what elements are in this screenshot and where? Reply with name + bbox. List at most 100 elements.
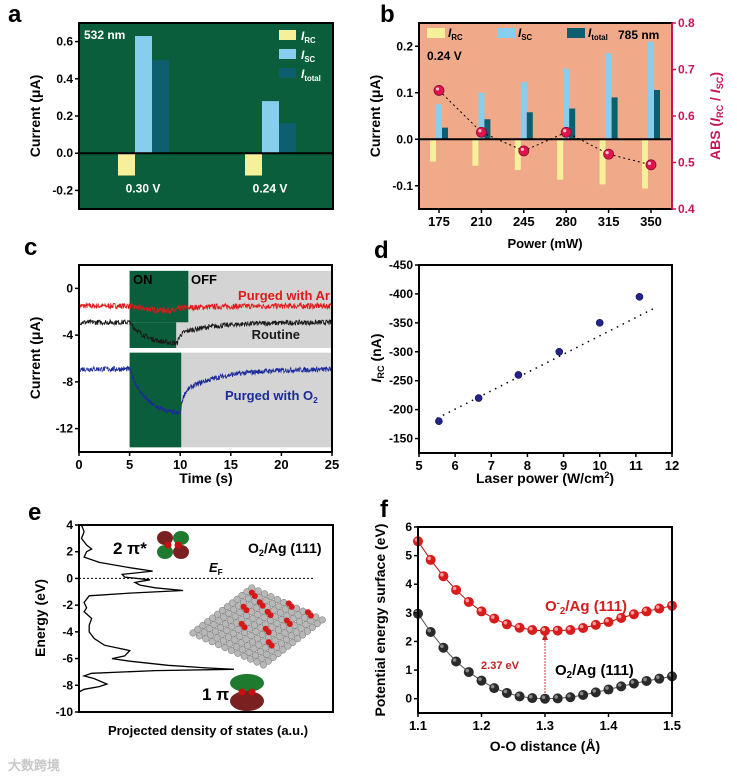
e-ag-atom <box>231 612 239 620</box>
e-orbital-2pi-lobe <box>173 545 189 559</box>
e-ag-atom <box>244 594 252 602</box>
f-series-label-anion: O-2/Ag (111) <box>545 598 627 617</box>
e-ag-atom <box>234 626 242 634</box>
d-fit-line <box>436 307 655 419</box>
e-ag-atom <box>223 626 231 635</box>
b-bar-total <box>484 119 491 140</box>
e-ag-atom <box>277 639 286 647</box>
e-ag-atom <box>228 623 236 631</box>
e-ag-atom <box>267 593 275 601</box>
c-trace-0 <box>78 301 333 315</box>
f-data-point-highlight <box>516 624 520 629</box>
e-ag-atom <box>252 604 260 612</box>
f-xlabel: O-O distance (Å) <box>490 738 600 754</box>
e-ag-atom <box>223 603 231 611</box>
f-data-point-highlight <box>643 677 647 682</box>
f-data-point <box>654 603 665 614</box>
d-data-point <box>595 319 604 327</box>
a-bar-SC <box>262 101 279 154</box>
e-xlabel: Projected density of states (a.u.) <box>108 723 308 738</box>
e-ag-atom <box>302 620 310 629</box>
panel-letter-e: e <box>28 499 41 526</box>
c-ytick-label: -12 <box>56 422 74 436</box>
b-ytick-right-label: 0.5 <box>678 156 695 170</box>
e-ag-atom <box>254 611 262 619</box>
e-ag-atom <box>299 631 307 639</box>
e-ag-atom <box>259 661 267 669</box>
e-ag-atom <box>248 638 257 646</box>
d-ytick-label: -200 <box>389 403 413 417</box>
e-ag-atom <box>249 614 257 622</box>
d-data-point <box>435 417 443 425</box>
f-data-point-highlight <box>656 675 660 679</box>
e-ag-atom <box>247 631 255 639</box>
e-ag-atom <box>274 650 282 658</box>
f-data-point <box>425 627 436 638</box>
e-ag-atom <box>268 623 276 631</box>
e-ag-atom <box>251 651 260 659</box>
a-ylabel: Current (μA) <box>27 75 43 157</box>
e-ylabel: Energy (eV) <box>32 579 48 657</box>
f-data-point <box>451 656 462 667</box>
a-legend-label: ISC <box>301 48 316 64</box>
f-data-point-highlight <box>567 693 571 698</box>
c-xlabel: Time (s) <box>179 470 232 486</box>
e-ag-atom <box>229 629 237 637</box>
f-data-point <box>514 622 525 633</box>
e-ag-atom <box>254 587 262 595</box>
f-data-point-highlight <box>541 627 546 632</box>
b-ytick-label: -0.1 <box>392 179 413 193</box>
e-frame <box>78 524 334 713</box>
d-data-point <box>635 293 644 301</box>
c-series-label-o2: Purged with O2 <box>225 388 318 405</box>
e-ag-atom <box>318 616 326 624</box>
b-ylabel-right: ABS (IRC / ISC) <box>707 72 725 160</box>
b-abs-point-highlight <box>605 151 609 155</box>
f-data-point-highlight <box>478 608 482 612</box>
b-xtick-label: 350 <box>640 214 662 229</box>
e-ag-atom <box>294 635 302 643</box>
f-data-point <box>425 554 436 565</box>
b-bar-total <box>654 89 660 140</box>
e-ag-atom <box>284 642 292 650</box>
a-bar-total <box>152 60 169 154</box>
b-bar-SC <box>520 82 527 140</box>
d-ytick-label: -400 <box>389 287 413 301</box>
e-ag-atom <box>232 643 240 651</box>
b-abs-point-highlight <box>478 129 482 133</box>
b-abs-point-highlight <box>563 129 567 133</box>
d-xtick-label: 11 <box>629 458 643 473</box>
e-ag-atom <box>231 636 239 644</box>
f-data-point-highlight <box>617 614 622 619</box>
f-data-point <box>654 673 665 684</box>
f-data-point-highlight <box>592 689 597 693</box>
f-data-point-highlight <box>427 556 432 561</box>
e-ag-atom <box>221 620 229 628</box>
b-ytick-label: 0.2 <box>396 39 413 53</box>
e-ag-atom <box>216 624 225 632</box>
e-ag-atom <box>244 642 252 650</box>
c-ytick-label: 0 <box>66 281 73 295</box>
e-ag-atom <box>279 646 287 654</box>
d-xtick-label: 5 <box>415 458 422 473</box>
f-ytick-label: 0 <box>405 692 412 706</box>
e-ag-atom <box>268 599 277 607</box>
f-data-point-highlight <box>541 695 546 699</box>
b-bar-SC <box>605 53 612 140</box>
c-xtick-label: 20 <box>274 457 288 472</box>
f-data-point <box>476 675 487 686</box>
b-legend-swatch <box>427 28 445 38</box>
f-data-point-highlight <box>465 598 470 603</box>
e-ag-atom <box>208 638 216 646</box>
b-xtick-label: 280 <box>555 214 577 229</box>
b-ytick-label: 0.1 <box>396 86 413 100</box>
e-ag-atom <box>276 609 284 617</box>
e-ytick-label: -4 <box>62 625 73 639</box>
f-gap-arrow-head <box>542 632 548 641</box>
a-bar-SC <box>135 36 152 154</box>
a-ytick-label: 0.0 <box>56 146 73 160</box>
e-ag-atom <box>219 637 228 645</box>
b-abs-point <box>518 145 530 157</box>
e-ag-atom <box>276 633 284 641</box>
